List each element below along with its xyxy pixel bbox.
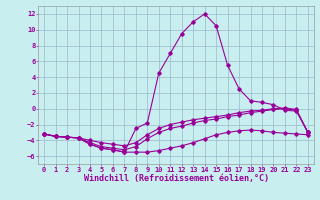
- X-axis label: Windchill (Refroidissement éolien,°C): Windchill (Refroidissement éolien,°C): [84, 174, 268, 183]
